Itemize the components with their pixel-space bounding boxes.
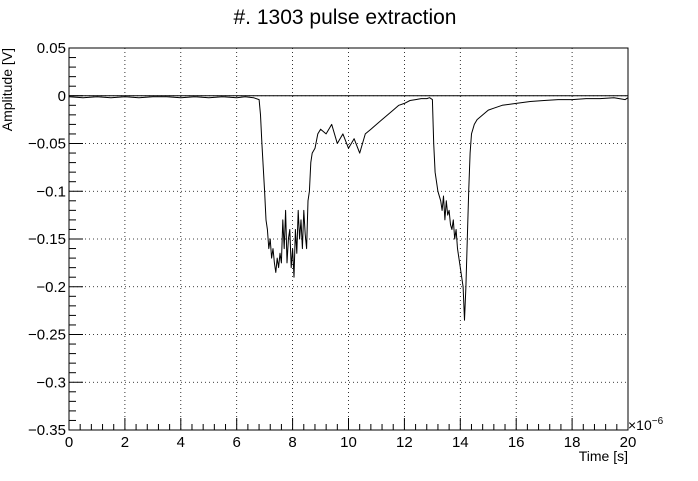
series-layer	[68, 96, 629, 321]
y-axis: −0.35 −0.3 −0.25 −0.2 −0.15 −0.1 −0.05 0 0.05	[28, 40, 83, 439]
chart-title: #. 1303 pulse extraction	[234, 6, 457, 29]
x-tick-label: 14	[452, 434, 469, 451]
x-tick-label: 12	[396, 434, 413, 451]
x-tick-label: 18	[564, 434, 581, 451]
y-tick-label: 0	[58, 88, 66, 105]
x-axis-label: Time [s]	[579, 448, 628, 464]
x-exponent-base: ×10	[628, 417, 652, 433]
x-tick-label: 8	[288, 434, 296, 451]
y-tick-label: −0.1	[36, 183, 66, 200]
x-tick-label: 4	[177, 434, 185, 451]
y-tick-label: −0.2	[36, 279, 66, 296]
x-tick-label: 10	[340, 434, 357, 451]
x-exponent-power: −6	[652, 416, 664, 427]
y-tick-label: −0.05	[28, 136, 66, 153]
y-tick-label: −0.3	[36, 374, 66, 391]
x-tick-label: 2	[121, 434, 129, 451]
x-tick-label: 6	[233, 434, 241, 451]
x-axis-exponent: ×10−6	[628, 416, 664, 433]
waveform-line	[68, 96, 629, 321]
y-tick-label: −0.25	[28, 327, 66, 344]
y-tick-label: 0.05	[37, 40, 66, 57]
x-axis: 0 2 4 6 8 10 12 14 16 18 20	[65, 418, 637, 451]
y-tick-label: −0.15	[28, 231, 66, 248]
grid	[69, 48, 628, 430]
x-tick-label: 0	[65, 434, 73, 451]
x-tick-label: 20	[620, 434, 637, 451]
y-tick-label: −0.35	[28, 422, 66, 439]
y-axis-label: Amplitude [V]	[0, 48, 15, 131]
x-tick-label: 16	[508, 434, 525, 451]
